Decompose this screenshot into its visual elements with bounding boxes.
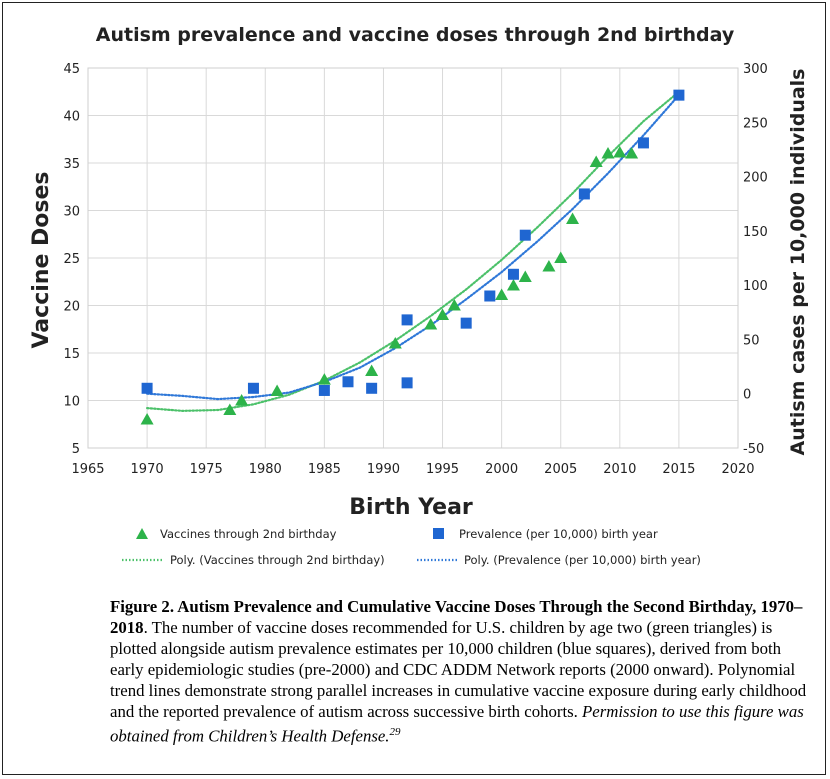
y-right-tick-label: 150: [743, 225, 768, 240]
y-right-tick-label: -50: [743, 442, 764, 457]
figure-caption: Figure 2. Autism Prevalence and Cumulati…: [110, 596, 810, 747]
caption-permission: Permission to use this figure was obtain…: [110, 702, 804, 746]
x-tick-label: 1990: [367, 462, 400, 477]
y-left-tick-label: 5: [72, 442, 80, 457]
caption-footnote: 29: [389, 726, 401, 738]
vaccine-triangle-point: [589, 155, 603, 168]
vaccine-triangle-point: [554, 251, 568, 263]
y-left-tick-label: 20: [63, 300, 80, 315]
vaccine-triangle-point: [518, 270, 532, 282]
prevalence-square-point: [519, 229, 531, 241]
legend-triangle-marker: [136, 528, 148, 539]
y-left-tick-label: 10: [63, 395, 80, 410]
y-right-tick-label: 0: [743, 388, 751, 403]
vaccine-triangle-point: [365, 364, 379, 377]
y-right-tick-label: 300: [743, 62, 768, 77]
y-left-tick-label: 30: [63, 205, 80, 220]
vaccine-triangle-point: [424, 318, 438, 330]
x-tick-label: 1975: [190, 462, 223, 477]
y-left-tick-label: 45: [63, 62, 80, 77]
prevalence-square-point: [318, 384, 330, 396]
y-right-tick-label: 250: [743, 116, 768, 131]
caption-label: Figure 2. Autism Prevalence and Cumulati…: [110, 597, 803, 637]
legend-label-prevalence: Prevalence (per 10,000) birth year: [459, 527, 658, 541]
vaccine-triangle-point: [270, 384, 284, 396]
x-tick-label: 1980: [249, 462, 282, 477]
x-tick-label: 1985: [308, 462, 341, 477]
prevalence-square-point: [507, 268, 519, 280]
right-y-axis-label: Autism cases per 10,000 individuals: [787, 69, 809, 456]
prevalence-square-point: [484, 290, 496, 302]
vaccine-triangle-point: [566, 212, 580, 225]
legend-item-poly-vaccines: Poly. (Vaccines through 2nd birthday): [122, 553, 385, 567]
prevalence-square-point: [578, 188, 590, 200]
x-tick-label: 2005: [544, 462, 577, 477]
vaccine-triangle-point: [447, 299, 461, 311]
caption-body: . The number of vaccine doses recommende…: [110, 618, 807, 721]
axes: 1965 1970 1975 1980 1985 1990 1995 2000 2005 2010…: [63, 62, 767, 477]
left-y-axis-label: Vaccine Doses: [29, 171, 54, 348]
prevalence-square-point: [401, 377, 413, 389]
vaccine-triangle-point: [317, 373, 331, 385]
y-right-tick-label: 200: [743, 171, 768, 186]
plot-frame: [87, 67, 739, 449]
vaccine-triangle-point: [495, 288, 509, 301]
vaccine-triangle-point: [223, 403, 237, 415]
chart-svg: 1965 1970 1975 1980 1985 1990 1995 2000 2005 2010…: [29, 62, 809, 567]
vaccine-triangle-point: [436, 308, 450, 320]
prevalence-square-point: [141, 382, 153, 394]
prevalence-square-point: [637, 137, 649, 149]
vaccine-triangle-point: [506, 279, 520, 291]
prevalence-square-point: [366, 382, 378, 394]
x-tick-label: 2000: [485, 462, 518, 477]
vaccine-triangle-point: [625, 147, 639, 159]
x-axis-label: Birth Year: [349, 495, 473, 520]
y-left-tick-label: 35: [63, 157, 80, 172]
vaccine-triangle-point: [613, 146, 627, 158]
vaccine-triangle-point: [542, 260, 556, 272]
x-tick-label: 1970: [131, 462, 164, 477]
axis-labels: Birth Year Vaccine Doses Autism cases pe…: [29, 69, 809, 520]
chart-title: Autism prevalence and vaccine doses thro…: [95, 24, 735, 46]
prevalence-square-point: [401, 314, 413, 326]
x-tick-label: 1995: [426, 462, 459, 477]
x-tick-label: 2020: [721, 462, 754, 477]
data-marks: [140, 89, 685, 425]
prevalence-square-point: [247, 382, 259, 394]
legend: Vaccines through 2nd birthday Prevalence…: [122, 527, 701, 567]
prevalence-square-point: [342, 376, 354, 388]
trendline-vaccines: [146, 90, 681, 413]
legend-item-poly-prevalence: Poly. (Prevalence (per 10,000) birth yea…: [417, 553, 701, 567]
prevalence-square-point: [673, 89, 685, 101]
y-right-tick-label: 50: [743, 333, 760, 348]
trendline-prevalence: [146, 93, 681, 401]
gridlines: [87, 67, 739, 449]
vaccine-triangle-point: [140, 413, 154, 425]
y-right-tick-label: 100: [743, 279, 768, 294]
y-left-tick-label: 25: [63, 252, 80, 267]
legend-square-marker: [433, 528, 444, 539]
vaccine-triangle-point: [235, 394, 249, 406]
vaccine-triangle-point: [388, 337, 402, 349]
y-left-tick-label: 40: [63, 110, 80, 125]
prevalence-square-point: [460, 317, 472, 329]
trendlines: [146, 90, 681, 413]
legend-label-poly-vaccines: Poly. (Vaccines through 2nd birthday): [170, 553, 385, 567]
y-left-tick-label: 15: [63, 347, 80, 362]
legend-item-prevalence: Prevalence (per 10,000) birth year: [433, 527, 658, 541]
legend-item-vaccines: Vaccines through 2nd birthday: [136, 527, 337, 541]
x-tick-label: 1965: [71, 462, 104, 477]
legend-label-poly-prevalence: Poly. (Prevalence (per 10,000) birth yea…: [464, 553, 701, 567]
vaccine-triangle-point: [601, 147, 615, 159]
legend-label-vaccines: Vaccines through 2nd birthday: [160, 527, 337, 541]
x-tick-label: 2015: [662, 462, 695, 477]
x-tick-label: 2010: [603, 462, 636, 477]
